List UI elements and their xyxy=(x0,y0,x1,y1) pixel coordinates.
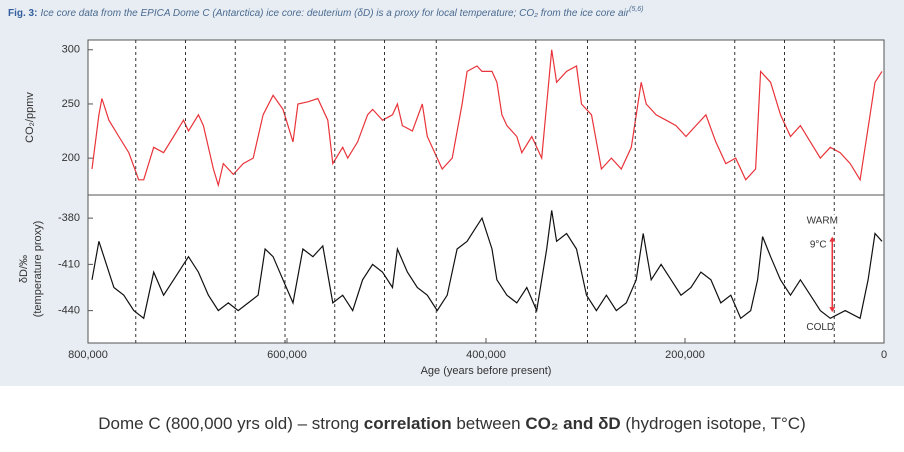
caption-part: (hydrogen isotope, T°C) xyxy=(621,414,806,433)
plot-area xyxy=(87,39,885,344)
y-tick-label: 200 xyxy=(62,152,80,164)
y-tick-label: -410 xyxy=(58,258,80,270)
y-axis-label: CO₂/ppmv xyxy=(24,92,36,143)
y-tick-label: -380 xyxy=(58,212,80,224)
x-axis-label: Age (years before present) xyxy=(421,365,552,377)
x-tick-label: 800,000 xyxy=(68,349,108,361)
x-tick-label: 600,000 xyxy=(267,349,307,361)
data-line xyxy=(91,49,883,188)
annotation-bg xyxy=(810,214,855,227)
fig-label: Fig. 3: xyxy=(8,8,37,19)
x-tick-label: 200,000 xyxy=(665,349,705,361)
title-ref: (5,6) xyxy=(629,6,643,13)
arrow-head-down xyxy=(829,307,836,313)
annotation-warm: WARM xyxy=(807,215,838,226)
x-tick-label: 0 xyxy=(881,349,887,361)
y-tick-label: 250 xyxy=(62,98,80,110)
y-tick-label: 300 xyxy=(62,44,80,56)
annotation-delta: 9°C xyxy=(810,239,827,250)
caption-part: correlation xyxy=(364,414,452,433)
figure-title: Fig. 3: Ice core data from the EPICA Dome… xyxy=(8,6,644,19)
caption-part: between xyxy=(452,414,526,433)
data-line xyxy=(91,210,883,320)
caption-part: Dome C (800,000 yrs old) – strong xyxy=(98,414,364,433)
y-tick-label: -440 xyxy=(58,305,80,317)
caption-part: CO₂ and δD xyxy=(525,414,620,433)
annotation-cold: COLD xyxy=(806,322,834,333)
x-tick-label: 400,000 xyxy=(466,349,506,361)
arrow-head-up xyxy=(829,236,836,242)
title-text: Ice core data from the EPICA Dome C (Ant… xyxy=(40,8,629,19)
y-axis-label: (temperature proxy) xyxy=(32,221,44,318)
y-axis-label: δD/‰ xyxy=(18,255,30,283)
caption: Dome C (800,000 yrs old) – strong correl… xyxy=(98,414,806,433)
